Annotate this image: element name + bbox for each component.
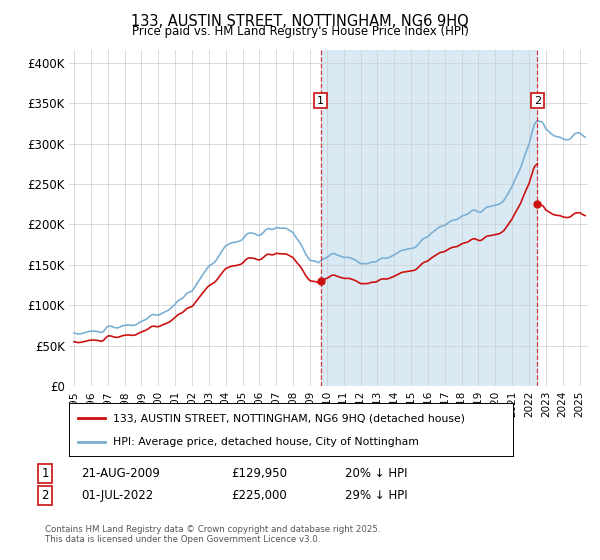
Text: 133, AUSTIN STREET, NOTTINGHAM, NG6 9HQ: 133, AUSTIN STREET, NOTTINGHAM, NG6 9HQ (131, 14, 469, 29)
Bar (321, 50, 538, 386)
Text: 20% ↓ HPI: 20% ↓ HPI (345, 466, 407, 480)
Text: 133, AUSTIN STREET, NOTTINGHAM, NG6 9HQ (detached house): 133, AUSTIN STREET, NOTTINGHAM, NG6 9HQ … (113, 413, 466, 423)
Text: HPI: Average price, detached house, City of Nottingham: HPI: Average price, detached house, City… (113, 436, 419, 446)
Text: Price paid vs. HM Land Registry's House Price Index (HPI): Price paid vs. HM Land Registry's House … (131, 25, 469, 38)
Text: 2: 2 (41, 489, 49, 502)
Text: 21-AUG-2009: 21-AUG-2009 (81, 466, 160, 480)
Text: 1: 1 (317, 96, 324, 106)
Text: £225,000: £225,000 (231, 489, 287, 502)
Text: £129,950: £129,950 (231, 466, 287, 480)
Text: 01-JUL-2022: 01-JUL-2022 (81, 489, 153, 502)
Text: 29% ↓ HPI: 29% ↓ HPI (345, 489, 407, 502)
Text: Contains HM Land Registry data © Crown copyright and database right 2025.
This d: Contains HM Land Registry data © Crown c… (45, 525, 380, 544)
Text: 1: 1 (41, 466, 49, 480)
Text: 2: 2 (534, 96, 541, 106)
